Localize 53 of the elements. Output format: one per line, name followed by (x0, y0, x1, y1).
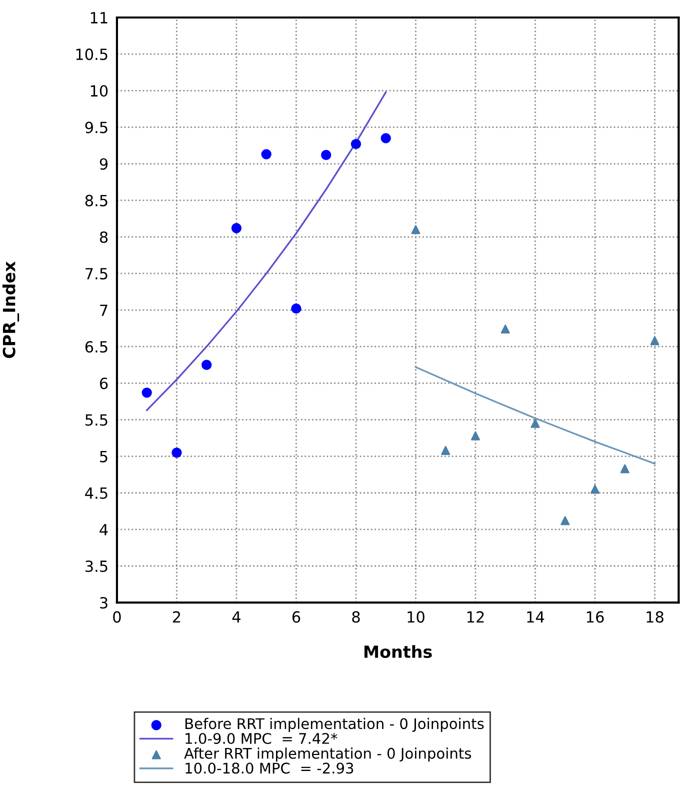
x-tick-label: 18 (646, 611, 664, 623)
line-series (414, 366, 656, 464)
x-tick-label: 16 (586, 611, 604, 623)
point (620, 464, 630, 474)
point (350, 138, 362, 150)
point (142, 388, 152, 398)
x-tick-label: 6 (292, 611, 300, 623)
point (380, 133, 391, 144)
x-tick-label: 0 (113, 611, 121, 623)
point (650, 336, 660, 346)
y-tick-label: 4 (100, 524, 108, 536)
x-tick-label: 14 (527, 611, 544, 623)
y-tick-label: 4.5 (85, 488, 108, 499)
point (231, 223, 242, 234)
y-tick-label: 6.5 (85, 341, 108, 353)
x-tick-label: 10 (408, 611, 424, 623)
y-tick-label: 6 (100, 378, 108, 390)
point (441, 446, 450, 455)
y-tick-label: 5.5 (86, 414, 108, 426)
legend-label: 10.0-18.0 MPC = -2.93 (186, 762, 354, 774)
x-tick-label: 12 (467, 611, 484, 623)
y-tick-label: 3 (100, 597, 108, 609)
x-tick-label: 2 (172, 611, 180, 623)
point (202, 360, 212, 370)
y-axis-title: CPR_Index (2, 261, 20, 358)
x-axis-title: Months (364, 645, 432, 658)
point (172, 448, 182, 458)
point (411, 225, 420, 234)
y-tick-label: 9 (100, 158, 108, 170)
y-tick-label: 8.5 (85, 194, 108, 206)
y-tick-label: 7.5 (86, 268, 108, 280)
x-tick-label: 4 (232, 611, 240, 623)
legend-label: After RRT implementation - 0 Joinpoints (184, 748, 472, 762)
y-tick-label: 11 (90, 12, 108, 24)
point (530, 418, 540, 428)
point (321, 150, 332, 160)
y-tick-label: 10 (90, 85, 108, 97)
y-tick-label: 10.5 (76, 48, 108, 60)
legend-label: Before RRT implementation - 0 Joinpoints (185, 718, 484, 732)
y-tick-label: 8 (100, 231, 108, 243)
point (500, 324, 510, 334)
point (560, 516, 570, 526)
y-tick-label: 5 (100, 450, 108, 462)
y-tick-label: 9.5 (85, 122, 108, 134)
point (470, 431, 480, 440)
y-tick-label: 3.5 (85, 560, 108, 572)
point (291, 303, 302, 314)
y-tick-label: 7 (100, 304, 108, 316)
x-tick-label: 8 (352, 611, 360, 623)
point (590, 484, 600, 494)
point (261, 149, 272, 160)
legend-label: 1.0-9.0 MPC = 7.42* (186, 732, 338, 744)
line-series (146, 91, 387, 412)
